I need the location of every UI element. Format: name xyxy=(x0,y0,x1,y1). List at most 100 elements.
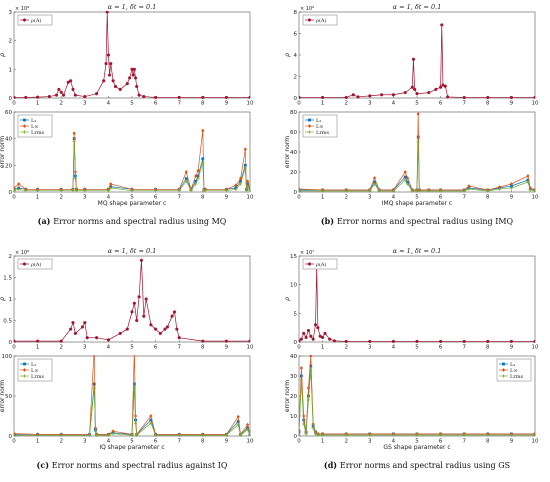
data-point-1 xyxy=(14,186,16,190)
data-point-0 xyxy=(321,95,325,99)
legend-box xyxy=(17,14,53,26)
bottom-xtick-label: 9 xyxy=(510,439,514,445)
legend-entry: L₂ xyxy=(31,362,36,368)
data-point-1 xyxy=(302,414,306,418)
data-point-0 xyxy=(446,95,450,99)
data-point-0 xyxy=(299,430,301,434)
top-xtick-label: 4 xyxy=(392,101,396,107)
data-point-0 xyxy=(154,327,158,331)
legend-entry: L₂ xyxy=(316,118,321,124)
bottom-ytick-label: 20 xyxy=(290,394,297,400)
data-point-0 xyxy=(118,87,122,91)
data-point-0 xyxy=(526,178,530,182)
top-xtick-label: 7 xyxy=(177,345,181,351)
data-point-1 xyxy=(372,176,377,180)
top-xtick-label: 9 xyxy=(510,345,514,351)
data-point-0 xyxy=(47,94,51,99)
top-xtick-label: 7 xyxy=(462,345,466,351)
top-xtick-label: 0 xyxy=(297,101,301,107)
data-point-0 xyxy=(356,95,360,99)
data-point-0 xyxy=(177,95,181,99)
data-point-0 xyxy=(66,80,70,84)
data-point-0 xyxy=(248,95,250,99)
legend-swatch-marker xyxy=(22,262,27,266)
legend-entry: ρ(A) xyxy=(316,17,327,24)
bottom-xtick-label: 5 xyxy=(130,195,134,201)
data-point-0 xyxy=(137,93,141,97)
top-xtick-label: 7 xyxy=(177,101,181,107)
data-point-0 xyxy=(59,90,63,94)
panel-title: α = 1, δt = 0.1 xyxy=(393,247,442,255)
top-xtick-label: 6 xyxy=(439,345,443,351)
data-point-0 xyxy=(486,95,490,99)
top-xtick-label: 0 xyxy=(297,345,301,351)
data-point-0 xyxy=(128,76,132,80)
data-point-0 xyxy=(94,92,99,96)
bottom-series-group xyxy=(14,355,250,437)
bottom-legend: L₂L∞Lrms xyxy=(17,358,53,382)
bottom-xtick-label: 5 xyxy=(415,439,419,445)
legend-box xyxy=(17,114,53,138)
bottom-plot-frame xyxy=(13,111,251,193)
legend-entry: Lrms xyxy=(31,374,44,380)
data-point-0 xyxy=(194,179,198,183)
data-point-0 xyxy=(373,180,376,184)
bottom-xtick-label: 9 xyxy=(510,195,514,201)
top-plot-frame xyxy=(298,255,536,343)
bottom-xtick-label: 10 xyxy=(532,439,539,445)
data-point-0 xyxy=(391,339,395,343)
data-point-0 xyxy=(184,177,188,181)
bottom-ytick-label: 0 xyxy=(294,190,298,196)
data-point-0 xyxy=(306,328,311,333)
bottom-xtick-label: 6 xyxy=(154,439,158,445)
top-ytick-label: 2 xyxy=(9,254,13,260)
data-point-0 xyxy=(177,336,181,340)
data-point-0 xyxy=(299,337,303,341)
data-point-1 xyxy=(111,429,115,434)
data-point-0 xyxy=(302,331,306,335)
data-point-0 xyxy=(106,338,110,342)
top-xtick-label: 10 xyxy=(532,101,539,107)
data-point-0 xyxy=(533,339,535,343)
data-point-0 xyxy=(125,82,129,86)
top-plot-frame xyxy=(298,11,536,99)
bottom-xtick-label: 10 xyxy=(532,195,539,201)
legend-box xyxy=(302,114,338,138)
bottom-xtick-label: 2 xyxy=(344,439,348,445)
bottom-xtick-label: 4 xyxy=(107,195,111,201)
data-point-0 xyxy=(416,135,420,139)
bottom-xtick-label: 4 xyxy=(107,439,111,445)
top-xtick-label: 6 xyxy=(154,101,158,107)
panel-caption: (a) Error norms and spectral radius usin… xyxy=(38,216,227,226)
data-point-0 xyxy=(411,57,416,61)
data-point-0 xyxy=(201,157,205,161)
data-point-0 xyxy=(14,187,16,191)
caption-text: Error norms and spectral radius using MQ xyxy=(53,217,227,226)
data-point-0 xyxy=(323,331,327,335)
top-ytick-label: 1 xyxy=(9,297,13,303)
data-point-1 xyxy=(313,430,318,434)
bottom-xtick-label: 7 xyxy=(177,439,181,445)
data-point-0 xyxy=(236,420,240,423)
caption-letter: (c) xyxy=(37,460,52,470)
data-point-0 xyxy=(61,93,66,97)
top-xtick-label: 10 xyxy=(532,345,539,351)
top-xtick-label: 2 xyxy=(344,345,348,351)
data-point-1 xyxy=(17,182,21,186)
bottom-xtick-label: 8 xyxy=(486,439,490,445)
bottom-xtick-label: 1 xyxy=(36,439,40,445)
bottom-ytick-label: 0 xyxy=(294,434,298,440)
panel-caption: (d) Error norms and spectral radius usin… xyxy=(324,460,510,470)
panel-title: α = 1, δt = 0.1 xyxy=(108,247,157,255)
data-point-0 xyxy=(109,61,113,66)
top-xtick-label: 9 xyxy=(225,345,229,351)
data-point-1 xyxy=(149,414,153,418)
series-line-2 xyxy=(14,387,250,436)
top-xtick-label: 7 xyxy=(462,101,466,107)
top-multiplier: × 10⁹ xyxy=(15,250,29,256)
bottom-xtick-label: 7 xyxy=(462,195,466,201)
caption-text: Error norms and spectral radius against … xyxy=(52,461,228,470)
data-point-0 xyxy=(71,321,75,325)
top-ylabel: ρ xyxy=(284,53,291,57)
top-series-group xyxy=(14,11,250,99)
